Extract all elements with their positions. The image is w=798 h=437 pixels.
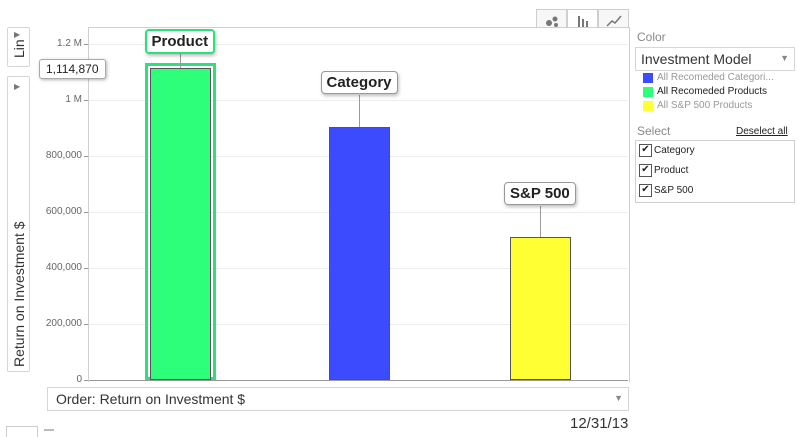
- y-tick-mark: [84, 380, 88, 381]
- legend-item[interactable]: All S&P 500 Products: [643, 100, 752, 111]
- legend-item[interactable]: All Recomeded Products: [643, 86, 767, 97]
- y-tick-label: 1.2 M: [56, 38, 82, 49]
- legend-swatch: [643, 86, 653, 97]
- legend-swatch: [643, 72, 653, 83]
- legend-label: All Recomeded Products: [657, 86, 768, 97]
- bar-s-p-500[interactable]: [509, 236, 571, 380]
- speed-slider[interactable]: [44, 429, 54, 431]
- select-item[interactable]: ✔ Category: [639, 144, 695, 157]
- date-label: 12/31/13: [570, 415, 629, 432]
- line-chart-icon: [605, 15, 622, 27]
- y-tick-label: 0: [76, 374, 82, 385]
- x-axis-line: [89, 380, 628, 381]
- play-control[interactable]: [6, 426, 38, 437]
- chevron-down-icon: ▼: [614, 393, 623, 403]
- legend-swatch: [643, 100, 653, 111]
- y-tick-mark: [84, 100, 88, 101]
- y-tick-mark: [84, 268, 88, 269]
- y-tick-mark: [84, 212, 88, 213]
- chevron-right-icon: ▶: [14, 82, 21, 91]
- chevron-down-icon: ▼: [780, 53, 789, 63]
- color-panel-title: Color: [637, 30, 666, 44]
- checkbox-icon[interactable]: ✔: [639, 184, 652, 197]
- bar-chart-button[interactable]: [567, 9, 598, 32]
- gridline: [89, 100, 628, 101]
- gridline: [89, 44, 628, 45]
- checkbox-icon[interactable]: ✔: [639, 164, 652, 177]
- bar-category[interactable]: [328, 126, 390, 380]
- bubble-chart-button[interactable]: [536, 9, 567, 32]
- bar-callout-label: Category: [320, 71, 398, 94]
- bar-callout-label: Product: [144, 29, 216, 54]
- y-tick-label: 600,000: [45, 206, 82, 217]
- callout-leader: [359, 95, 360, 127]
- deselect-all-link[interactable]: Deselect all: [736, 126, 788, 137]
- select-item[interactable]: ✔ Product: [639, 164, 688, 177]
- y-tick-label: 1 M: [65, 94, 82, 105]
- scale-toggle[interactable]: Lin ▶: [7, 27, 30, 67]
- color-dropdown-value: Investment Model: [641, 51, 752, 67]
- y-tick-mark: [84, 324, 88, 325]
- legend-label: All Recomeded Categori...: [657, 72, 774, 83]
- callout-leader: [540, 206, 541, 237]
- order-dropdown[interactable]: Order: Return on Investment $ ▼: [47, 387, 629, 411]
- legend-item[interactable]: All Recomeded Categori...: [643, 72, 774, 83]
- legend-label: All S&P 500 Products: [657, 100, 753, 111]
- callout-leader: [180, 53, 181, 68]
- select-item[interactable]: ✔ S&P 500: [639, 184, 693, 197]
- y-axis-label: Return on Investment $: [11, 221, 27, 367]
- order-label: Order: Return on Investment $: [56, 391, 246, 407]
- value-tooltip: 1,114,870: [39, 59, 106, 79]
- chevron-right-icon: ▶: [14, 30, 21, 39]
- select-item-label: S&P 500: [654, 185, 694, 196]
- bar-product[interactable]: [149, 67, 211, 380]
- select-item-label: Product: [654, 165, 689, 176]
- y-tick-label: 400,000: [45, 262, 82, 273]
- bar-chart-icon: [577, 16, 588, 28]
- select-panel-title: Select: [637, 124, 671, 138]
- bubble-chart-icon: [545, 16, 558, 27]
- checkbox-icon[interactable]: ✔: [639, 144, 652, 157]
- y-tick-mark: [84, 44, 88, 45]
- y-axis-selector[interactable]: ▶ Return on Investment $: [7, 76, 30, 372]
- bar-callout-label: S&P 500: [504, 182, 576, 205]
- y-tick-label: 200,000: [45, 318, 82, 329]
- color-dropdown[interactable]: Investment Model ▼: [635, 47, 795, 71]
- select-item-label: Category: [654, 145, 695, 156]
- y-tick-label: 800,000: [45, 150, 82, 161]
- y-tick-mark: [84, 156, 88, 157]
- select-list: ✔ Category ✔ Product ✔ S&P 500: [635, 140, 795, 203]
